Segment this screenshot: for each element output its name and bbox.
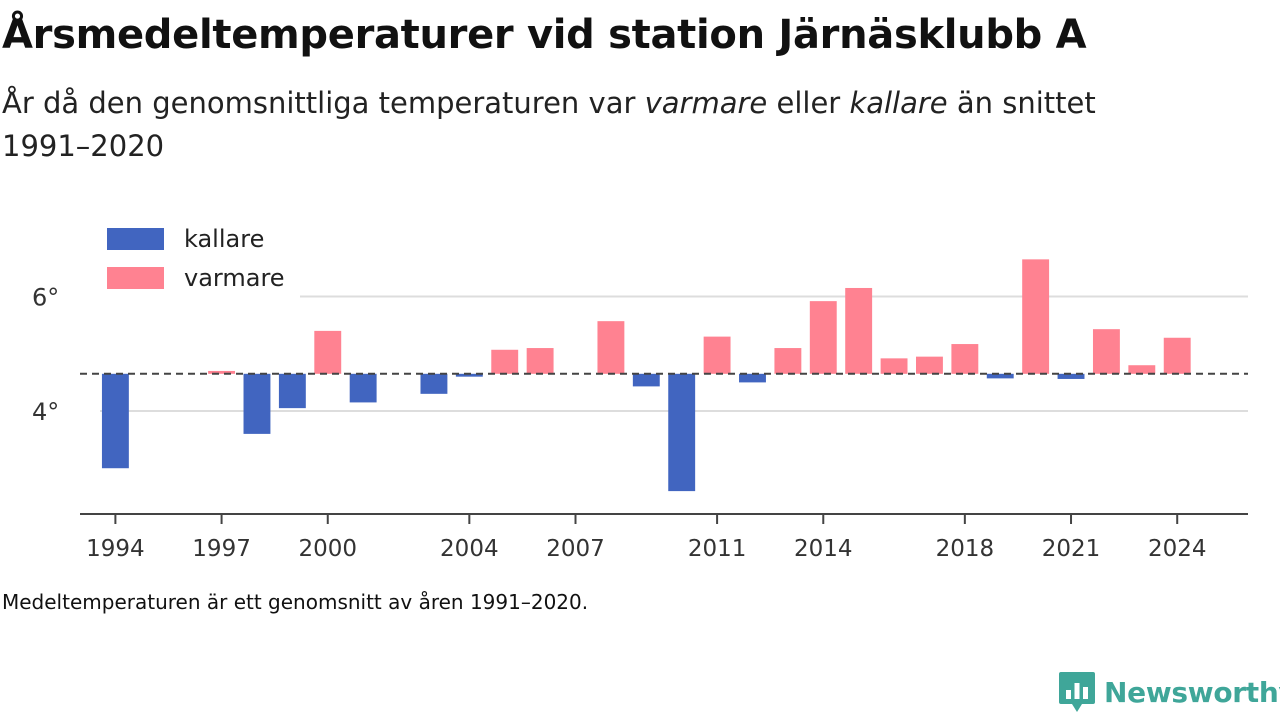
legend-swatch-warmer <box>107 267 164 289</box>
bar-2022 <box>1092 329 1120 374</box>
x-tick-label: 2004 <box>440 536 499 562</box>
bar-2009 <box>632 373 660 387</box>
bar-2021 <box>1057 373 1085 379</box>
x-tick-label: 2007 <box>546 536 605 562</box>
subtitle-text-2: eller <box>767 86 850 120</box>
bar-2006 <box>526 348 554 374</box>
bar-2005 <box>491 349 519 374</box>
legend-swatch-colder <box>107 228 164 250</box>
newsworthy-logo-icon <box>1059 672 1095 712</box>
legend-label-warmer: varmare <box>184 264 285 292</box>
chart-title: Årsmedeltemperaturer vid station Järnäsk… <box>2 12 1087 58</box>
subtitle-text-3: än snittet 1991–2020 <box>2 86 1096 163</box>
bar-2004 <box>455 373 483 377</box>
bar-2011 <box>703 336 731 374</box>
bar-2015 <box>845 287 873 374</box>
bar-2024 <box>1163 337 1191 374</box>
bar-2010 <box>668 373 696 492</box>
bar-2000 <box>314 330 342 374</box>
bar-2008 <box>597 321 625 374</box>
chart-subtitle: År då den genomsnittliga temperaturen va… <box>2 82 1182 168</box>
bar-2023 <box>1128 365 1156 374</box>
bar-2018 <box>951 344 979 374</box>
y-tick-label: 4° <box>32 398 59 426</box>
bars <box>101 259 1191 492</box>
bar-2017 <box>916 356 943 374</box>
x-tick-label: 2021 <box>1042 536 1101 562</box>
x-tick-label: 2018 <box>936 536 995 562</box>
bar-1994 <box>101 373 129 469</box>
subtitle-colder-word: kallare <box>849 86 948 120</box>
y-tick-label: 6° <box>32 284 59 312</box>
bar-1998 <box>243 373 271 434</box>
bar-2013 <box>774 348 802 374</box>
x-tick-label: 1994 <box>86 536 145 562</box>
bar-1999 <box>278 373 306 409</box>
brand-name: Newsworthy <box>1104 675 1280 709</box>
x-tick-label: 2011 <box>688 536 747 562</box>
legend: kallare varmare <box>98 218 300 298</box>
x-tick-label: 2000 <box>298 536 357 562</box>
subtitle-warmer-word: varmare <box>644 86 768 120</box>
bar-2012 <box>739 373 766 383</box>
legend-label-colder: kallare <box>184 225 264 253</box>
bar-2003 <box>420 373 448 394</box>
bar-2001 <box>349 373 377 403</box>
axes: 4° 6° 1994 1997 2000 2004 2007 2011 2014 2018 2021… <box>32 284 1248 562</box>
bar-2019 <box>986 373 1014 379</box>
x-tick-label: 2014 <box>794 536 853 562</box>
x-tick-label: 1997 <box>192 536 251 562</box>
bar-2016 <box>880 358 908 374</box>
brand-logo: Newsworthy <box>1058 670 1280 714</box>
bar-1997 <box>208 370 236 374</box>
x-tick-label: 2024 <box>1148 536 1207 562</box>
bar-2020 <box>1022 259 1050 374</box>
subtitle-text-1: År då den genomsnittliga temperaturen va… <box>2 86 645 120</box>
footnote: Medeltemperaturen är ett genomsnitt av å… <box>2 590 589 614</box>
bar-2014 <box>809 301 837 374</box>
